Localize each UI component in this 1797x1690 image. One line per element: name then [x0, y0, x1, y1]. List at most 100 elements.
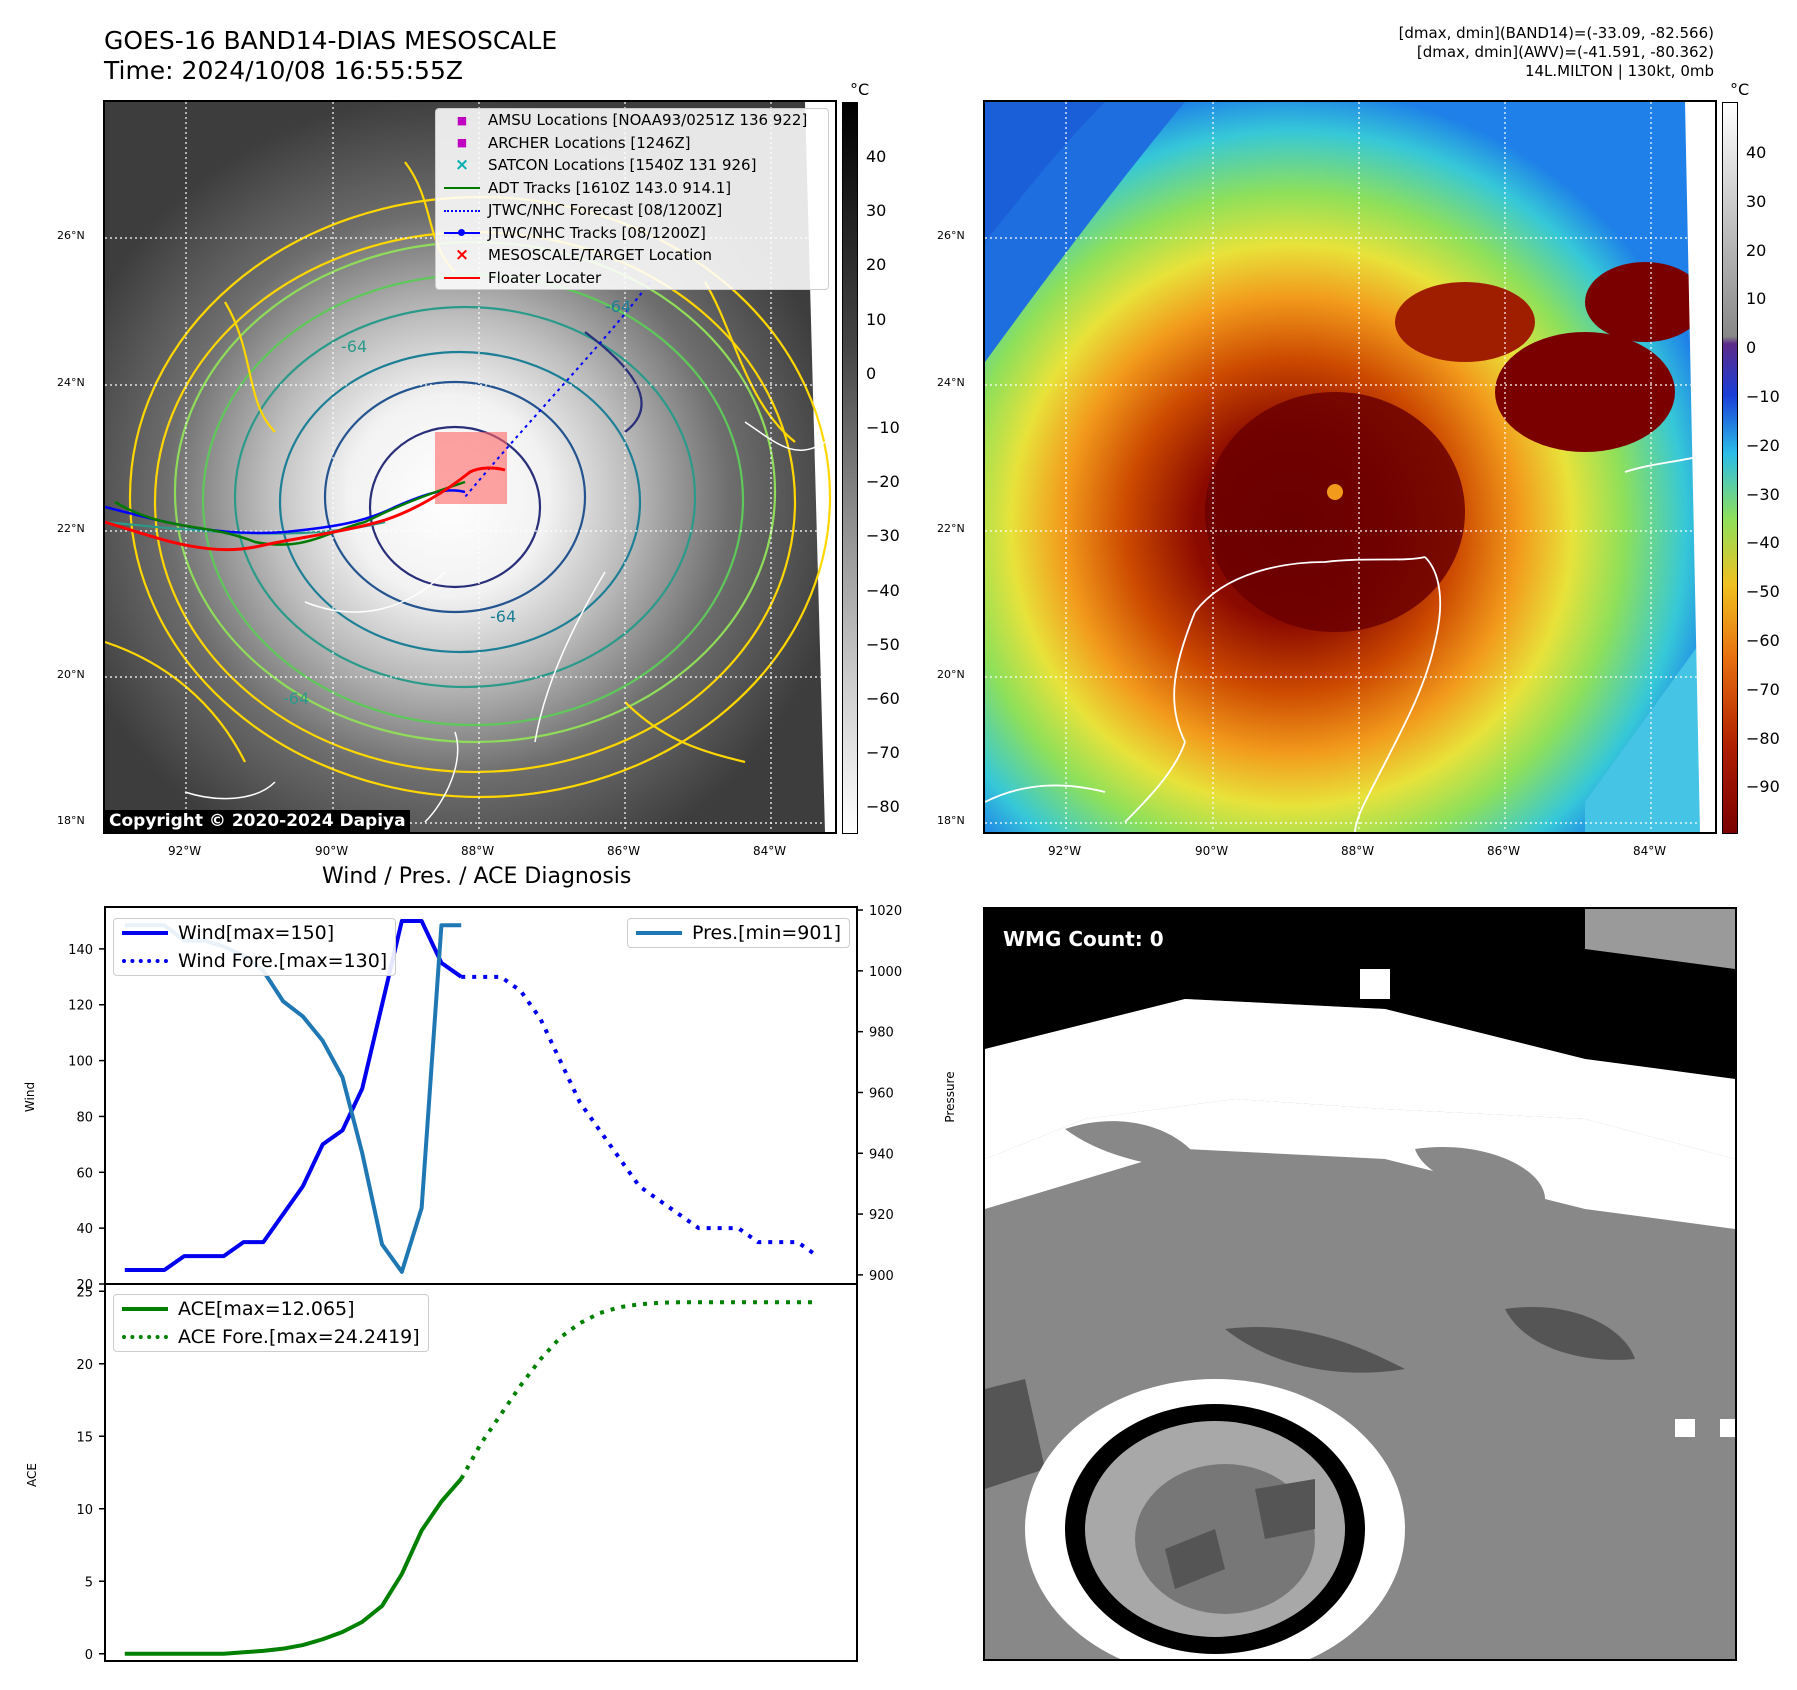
band14-map-panel: -64 -64 -64 -64 ■ AMSU Locations [NOAA93/… — [103, 100, 837, 834]
wind-tick-label: 120 — [68, 999, 93, 1014]
legend-ace-forecast-swatch — [122, 1335, 168, 1339]
map-legend-label: SATCON Locations [1540Z 131 926] — [488, 156, 757, 175]
ace-series-line — [124, 1477, 463, 1656]
lon-label: 86°W — [1487, 844, 1521, 858]
figure-title: GOES-16 BAND14-DIAS MESOSCALE Time: 2024… — [104, 26, 557, 86]
lat-label: 22°N — [937, 522, 965, 535]
lon-label: 92°W — [168, 844, 202, 858]
colorbar-tick-label: −10 — [866, 418, 900, 437]
lat-label: 26°N — [57, 229, 85, 242]
colorbar-tick-label: 40 — [866, 147, 887, 166]
colorbar-tick-label: 0 — [1746, 338, 1757, 358]
colorbar-tick-label: 20 — [866, 255, 887, 275]
colorbar-tick-label: −20 — [1746, 435, 1780, 455]
colorbar-tick-label: −40 — [866, 580, 900, 600]
colorbar-tick-label: 20 — [1746, 240, 1767, 260]
ace-tick-label: 20 — [76, 1358, 93, 1373]
lat-label: 22°N — [57, 522, 85, 535]
legend-ace-forecast-label: ACE Fore.[max=24.2419] — [178, 1326, 420, 1348]
map-legend-item: ■ ARCHER Locations [1246Z] — [436, 132, 828, 155]
lat-label: 24°N — [937, 376, 965, 389]
lon-label: 84°W — [1633, 844, 1667, 858]
map-legend-item: JTWC/NHC Forecast [08/1200Z] — [436, 199, 828, 222]
legend-wind-forecast: Wind Fore.[max=130] — [114, 947, 395, 975]
info-awv: [dmax, dmin](AWV)=(-41.591, -80.362) — [1416, 43, 1714, 61]
legend-wind-label: Wind[max=150] — [178, 922, 335, 944]
legend-pressure: Pres.[min=901] — [628, 919, 849, 947]
lat-label: 20°N — [57, 668, 85, 681]
colorbar-tick-label: −40 — [1746, 533, 1780, 553]
ace-tick-label: 25 — [76, 1285, 93, 1300]
colorbar-tick-label: 30 — [866, 201, 887, 221]
ace-tick-label: 5 — [85, 1575, 93, 1590]
pressure-tick-label: 1000 — [869, 965, 902, 980]
pressure-tick-label: 1020 — [869, 904, 902, 919]
colorbar-tick-label: 10 — [866, 309, 887, 329]
wind-tick-label: 140 — [68, 943, 93, 958]
lat-label: 18°N — [937, 814, 965, 827]
colorbar-tick-label: −20 — [866, 472, 900, 492]
legend-wind: Wind[max=150] — [114, 919, 395, 947]
legend-pressure-swatch — [636, 931, 682, 935]
pressure-legend: Pres.[min=901] — [627, 918, 850, 948]
ace-forecast-series-line — [459, 1300, 818, 1480]
chart-title: Wind / Pres. / ACE Diagnosis — [322, 864, 632, 889]
legend-ace-swatch — [122, 1307, 168, 1311]
wind-tick-label: 20 — [76, 1278, 93, 1293]
legend-pressure-label: Pres.[min=901] — [692, 922, 841, 944]
map-legend-symbol — [442, 201, 482, 219]
pressure-axis-label: Pressure — [943, 1071, 957, 1123]
colorbar-tick-label: −30 — [866, 526, 900, 546]
lon-label: 88°W — [461, 844, 495, 858]
wind-series-line — [124, 918, 463, 1273]
ace-tick-label: 15 — [76, 1430, 93, 1445]
copyright-badge: Copyright © 2020-2024 Dapiya — [105, 810, 410, 832]
wind-tick-label: 40 — [76, 1222, 93, 1237]
map-legend-symbol — [442, 224, 482, 242]
wind-legend: Wind[max=150] Wind Fore.[max=130] — [113, 918, 397, 976]
awv-map-panel — [983, 100, 1717, 834]
colorbar-tick-label: 10 — [1746, 289, 1767, 309]
map-legend: ■ AMSU Locations [NOAA93/0251Z 136 922] ■ A… — [435, 108, 829, 290]
awv-map-image — [985, 102, 1715, 832]
lon-label: 84°W — [753, 844, 787, 858]
map-legend-label: Floater Locater — [488, 268, 602, 287]
lon-label: 92°W — [1048, 844, 1082, 858]
left-colorbar — [842, 102, 858, 834]
legend-ace: ACE[max=12.065] — [114, 1295, 428, 1323]
wind-tick-label: 100 — [68, 1055, 93, 1070]
colorbar-tick-label: −70 — [866, 743, 900, 763]
map-legend-symbol: × — [454, 155, 470, 176]
colorbar-tick-label: −10 — [1746, 387, 1780, 406]
map-legend-label: JTWC/NHC Forecast [08/1200Z] — [488, 201, 723, 220]
ace-tick-label: 10 — [76, 1503, 93, 1518]
map-legend-symbol — [442, 269, 482, 287]
map-legend-symbol — [442, 179, 482, 197]
wmg-image — [985, 909, 1735, 1659]
lon-label: 90°W — [1195, 844, 1229, 858]
wind-tick-label: 80 — [76, 1110, 93, 1125]
colorbar-tick-label: −80 — [1746, 728, 1780, 748]
title-line-2: Time: 2024/10/08 16:55:55Z — [104, 56, 463, 85]
legend-wind-forecast-swatch — [122, 959, 168, 963]
colorbar-tick-label: 0 — [866, 363, 877, 383]
lon-label: 88°W — [1341, 844, 1375, 858]
left-colorbar-unit: °C — [850, 80, 870, 99]
legend-wind-forecast-label: Wind Fore.[max=130] — [178, 950, 388, 972]
contour-label-4: -64 — [283, 689, 309, 708]
map-legend-symbol: × — [454, 245, 470, 266]
lat-label: 20°N — [937, 668, 965, 681]
colorbar-tick-label: −50 — [1746, 582, 1780, 602]
colorbar-tick-label: −50 — [866, 634, 900, 654]
pressure-tick-label: 960 — [869, 1086, 894, 1101]
wmg-count-label: WMG Count: 0 — [1003, 927, 1164, 951]
colorbar-tick-label: 30 — [1746, 191, 1767, 211]
map-legend-label: JTWC/NHC Tracks [08/1200Z] — [488, 223, 706, 242]
left-colorbar-ticks: 40 30 20 10 0 −10 −20 −30 −40 −50 −60 −70 −80 — [866, 102, 926, 832]
ace-tick-label: 0 — [85, 1648, 93, 1663]
colorbar-tick-label: −90 — [1746, 777, 1780, 797]
map-legend-item: × MESOSCALE/TARGET Location — [436, 244, 828, 267]
colorbar-tick-label: −30 — [1746, 484, 1780, 504]
colorbar-tick-label: −70 — [1746, 679, 1780, 699]
contour-label-3: -64 — [605, 297, 631, 316]
